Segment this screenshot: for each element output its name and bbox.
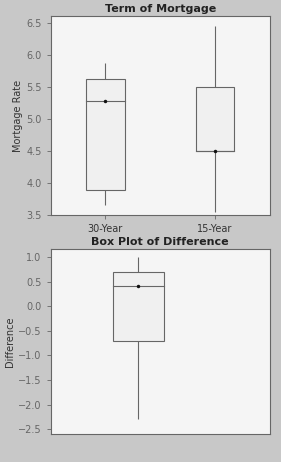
Y-axis label: Mortgage Rate: Mortgage Rate: [13, 79, 23, 152]
Bar: [196, 87, 234, 151]
Bar: [86, 79, 124, 190]
Title: Term of Mortgage: Term of Mortgage: [105, 4, 216, 14]
Title: Box Plot of Difference: Box Plot of Difference: [91, 237, 229, 247]
Y-axis label: Difference: Difference: [5, 316, 15, 367]
Bar: [113, 272, 164, 340]
